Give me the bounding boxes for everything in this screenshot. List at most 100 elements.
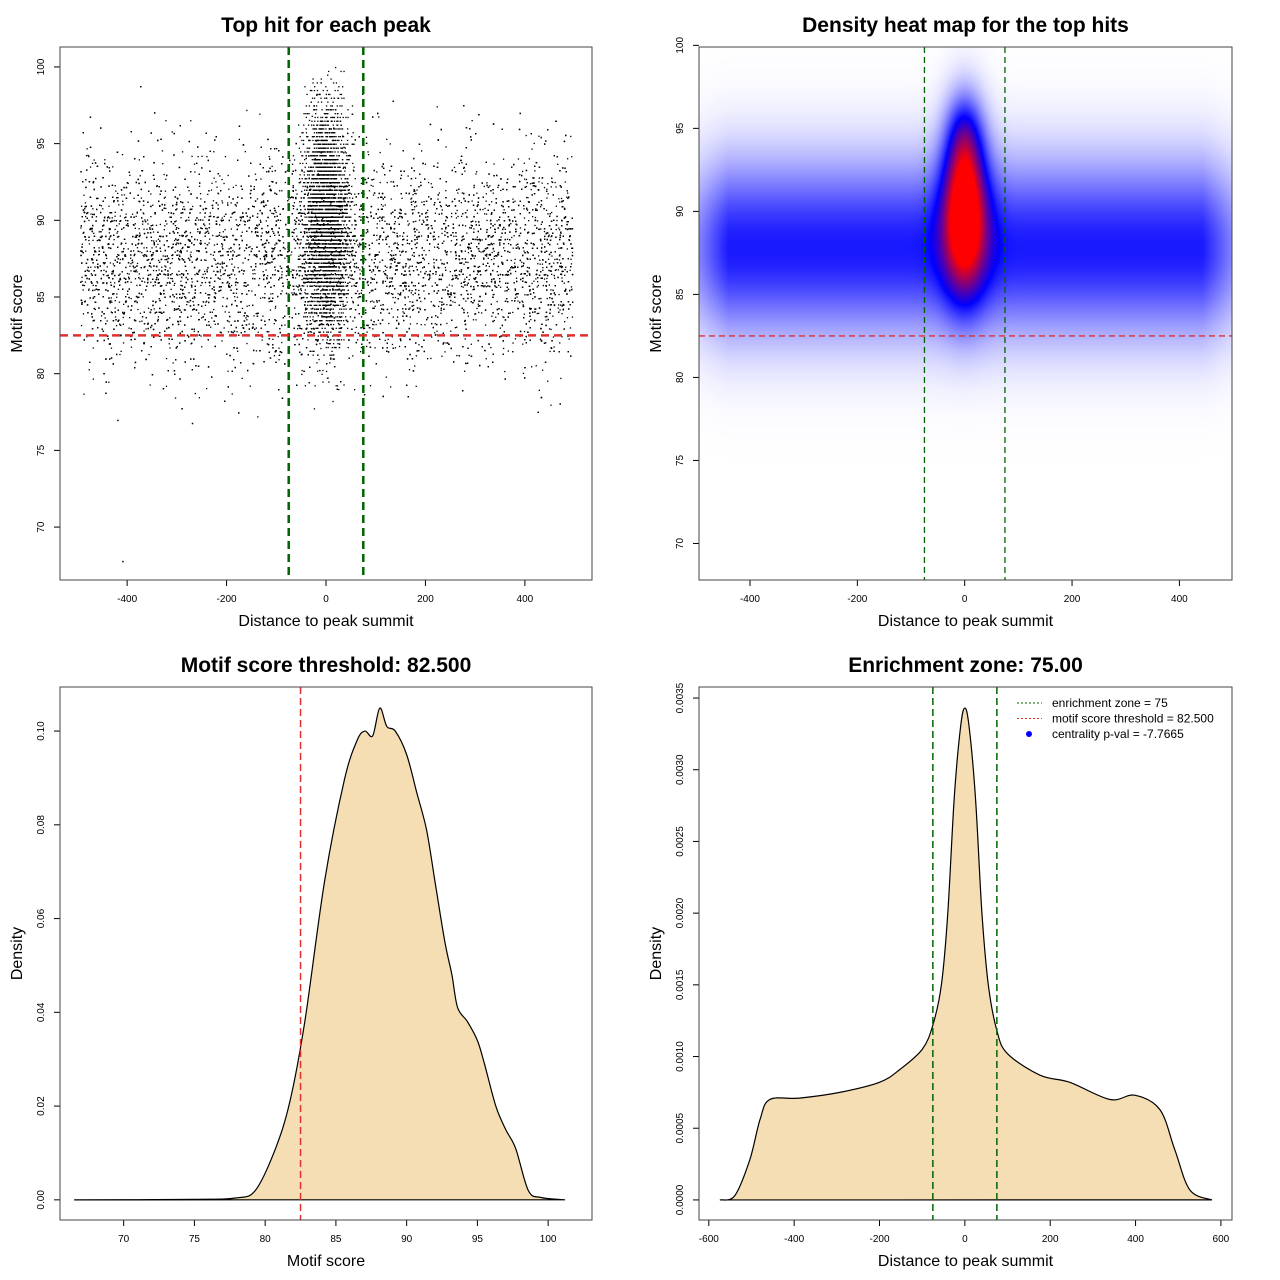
- scatter-point: [150, 193, 152, 195]
- scatter-point: [409, 307, 411, 309]
- scatter-point: [329, 221, 331, 223]
- scatter-point: [386, 278, 389, 280]
- scatter-point: [85, 250, 87, 252]
- scatter-point: [366, 345, 368, 348]
- scatter-point: [450, 240, 453, 242]
- scatter-point: [133, 197, 135, 199]
- scatter-point: [88, 243, 91, 245]
- scatter-point: [441, 232, 443, 235]
- scatter-point: [141, 252, 143, 254]
- scatter-point: [146, 228, 148, 230]
- scatter-point: [483, 258, 485, 260]
- scatter-point: [303, 205, 305, 208]
- scatter-point: [379, 261, 381, 263]
- scatter-point: [451, 275, 454, 277]
- scatter-point: [522, 304, 524, 306]
- scatter-point: [204, 232, 206, 234]
- scatter-point: [299, 174, 301, 176]
- scatter-point: [298, 147, 300, 149]
- scatter-point: [139, 251, 141, 253]
- scatter-point: [496, 271, 498, 273]
- scatter-point: [221, 217, 223, 219]
- scatter-point: [523, 162, 525, 164]
- scatter-point: [168, 212, 170, 214]
- scatter-point: [281, 190, 283, 192]
- scatter-point: [274, 244, 276, 246]
- scatter-point: [114, 307, 116, 309]
- scatter-point: [397, 293, 399, 295]
- scatter-point: [325, 370, 328, 373]
- scatter-point: [211, 182, 213, 184]
- scatter-point: [467, 261, 469, 264]
- scatter-point: [210, 326, 212, 328]
- scatter-point: [117, 230, 119, 233]
- scatter-point: [481, 312, 483, 314]
- scatter-point: [501, 261, 503, 263]
- scatter-point: [169, 267, 171, 269]
- scatter-point: [203, 313, 206, 315]
- scatter-point: [422, 285, 425, 287]
- scatter-point: [531, 366, 533, 368]
- scatter-point: [460, 215, 463, 217]
- scatter-point: [453, 235, 455, 237]
- scatter-point: [542, 259, 544, 261]
- scatter-point: [493, 257, 495, 260]
- scatter-point: [398, 262, 400, 264]
- scatter-point: [526, 270, 528, 272]
- scatter-point: [490, 259, 493, 261]
- scatter-point: [221, 244, 224, 246]
- scatter-point: [549, 350, 551, 353]
- scatter-point: [308, 119, 311, 122]
- scatter-point: [241, 377, 243, 379]
- scatter-point: [123, 303, 125, 305]
- scatter-point: [244, 151, 246, 153]
- scatter-point: [199, 212, 201, 214]
- scatter-point: [533, 280, 535, 282]
- scatter-point: [297, 328, 299, 330]
- scatter-point: [409, 316, 411, 318]
- scatter-point: [484, 324, 487, 326]
- scatter-point: [94, 250, 96, 252]
- scatter-point: [143, 213, 145, 215]
- scatter-point: [469, 274, 471, 276]
- scatter-point: [343, 294, 346, 296]
- scatter-point: [96, 240, 98, 242]
- scatter-point: [525, 281, 528, 283]
- scatter-point: [262, 271, 264, 273]
- scatter-point: [410, 198, 412, 200]
- scatter-point: [548, 328, 551, 330]
- scatter-point: [392, 316, 394, 318]
- scatter-point: [159, 223, 161, 226]
- scatter-point: [527, 197, 529, 199]
- scatter-point: [139, 278, 141, 280]
- scatter-point: [124, 217, 126, 219]
- scatter-point: [272, 250, 274, 252]
- scatter-point: [237, 267, 239, 269]
- scatter-point: [498, 284, 500, 287]
- scatter-point: [476, 273, 478, 275]
- scatter-point: [85, 215, 87, 218]
- scatter-point: [301, 267, 303, 269]
- scatter-point: [223, 327, 225, 329]
- scatter-point: [510, 259, 512, 262]
- scatter-point: [461, 236, 463, 238]
- scatter-point: [98, 231, 100, 233]
- scatter-point: [257, 416, 259, 418]
- scatter-point: [492, 192, 494, 194]
- scatter-point: [396, 316, 399, 318]
- scatter-point: [564, 269, 566, 271]
- scatter-point: [143, 228, 145, 230]
- scatter-point: [235, 278, 237, 280]
- scatter-point: [535, 308, 537, 310]
- scatter-point: [291, 292, 293, 294]
- scatter-point: [253, 186, 255, 188]
- scatter-point: [275, 305, 277, 308]
- scatter-point: [413, 190, 415, 192]
- scatter-point: [211, 311, 213, 313]
- scatter-point: [155, 250, 157, 252]
- scatter-point: [204, 270, 206, 273]
- scatter-point: [393, 258, 396, 261]
- scatter-point: [165, 357, 168, 360]
- scatter-point: [200, 198, 202, 200]
- scatter-point: [310, 205, 312, 207]
